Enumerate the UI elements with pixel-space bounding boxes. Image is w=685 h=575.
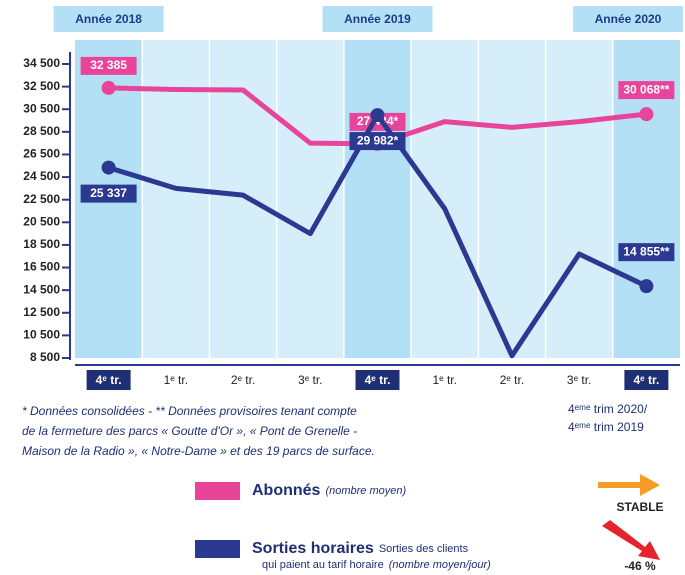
year-header-bg [573, 6, 683, 32]
data-point [639, 107, 654, 122]
footnote: * Données consolidées - ** Données provi… [22, 404, 357, 418]
year-header-bg [322, 6, 433, 32]
legend-name: Abonnés [252, 482, 321, 499]
value-label: 30 068** [623, 82, 669, 96]
year-header: Année 2019 [344, 12, 411, 26]
value-label: 29 982* [357, 133, 399, 147]
value-label: 32 385 [90, 58, 127, 72]
x-tick-label: 3ᵉ tr. [298, 373, 322, 387]
x-tick-label: 4ᵉ tr. [633, 373, 659, 387]
legend-entry: Abonnés (nombre moyen) [252, 482, 406, 499]
data-point [101, 80, 116, 95]
y-tick-label: 14 500 [23, 282, 60, 296]
trend-arrow-stable [598, 474, 660, 496]
legend-note: (nombre moyen/jour) [389, 559, 491, 571]
value-label-bg [618, 81, 675, 100]
trend-label: STABLE [616, 500, 663, 514]
y-tick-label: 16 500 [23, 260, 60, 274]
year-header: Année 2018 [75, 12, 142, 26]
year-header: Année 2020 [595, 12, 662, 26]
value-label: 25 337 [90, 186, 127, 200]
x-tick-label: 2ᵉ tr. [231, 373, 255, 387]
data-point [370, 108, 385, 123]
legend-swatch [195, 540, 240, 558]
y-tick-label: 30 500 [23, 101, 60, 115]
y-tick-label: 18 500 [23, 237, 60, 251]
legend-note: Sorties des clients [379, 543, 469, 555]
y-tick-label: 28 500 [23, 124, 60, 138]
x-tick-label: 1ᵉ tr. [164, 373, 188, 387]
comparison-label: 4ᵉᵐᵉ trim 2020/ [568, 402, 648, 416]
x-tick-label: 3ᵉ tr. [567, 373, 591, 387]
legend-name: Sorties horaires [252, 540, 374, 557]
y-tick-label: 22 500 [23, 192, 60, 206]
value-label: 14 855** [623, 244, 669, 258]
value-label-bg [80, 184, 137, 203]
x-tick-bg [86, 370, 131, 390]
y-tick-label: 8 500 [30, 350, 60, 364]
y-tick-label: 34 500 [23, 56, 60, 70]
x-tick-label: 2ᵉ tr. [500, 373, 524, 387]
legend-entry: Sorties horaires Sorties des clients qui p… [252, 540, 491, 571]
legend-swatch [195, 482, 240, 500]
comparison-label: 4ᵉᵐᵉ trim 2019 [568, 420, 644, 434]
x-tick-bg [355, 370, 400, 390]
trend-label: -46 % [624, 559, 656, 573]
footnote: Maison de la Radio », « Notre-Dame » et … [22, 444, 375, 458]
year-header-bg [53, 6, 164, 32]
y-tick-label: 20 500 [23, 214, 60, 228]
value-label-bg [80, 56, 137, 75]
value-label-bg [618, 243, 675, 262]
x-tick-label: 4ᵉ tr. [96, 373, 122, 387]
data-point [639, 279, 654, 294]
y-tick-label: 32 500 [23, 79, 60, 93]
y-tick-label: 24 500 [23, 169, 60, 183]
footnote: de la fermeture des parcs « Goutte d'Or … [22, 424, 357, 438]
y-tick-label: 26 500 [23, 147, 60, 161]
legend-note: qui paient au tarif horaire [262, 559, 384, 571]
x-tick-bg [624, 370, 669, 390]
data-point [101, 160, 116, 175]
highlight-column [343, 40, 412, 358]
y-tick-label: 10 500 [23, 328, 60, 342]
trend-arrow-down [602, 520, 660, 560]
x-tick-label: 1ᵉ tr. [432, 373, 456, 387]
y-tick-label: 12 500 [23, 305, 60, 319]
x-tick-label: 4ᵉ tr. [365, 373, 391, 387]
legend-note: (nombre moyen) [325, 485, 406, 497]
value-label-bg [349, 132, 406, 151]
